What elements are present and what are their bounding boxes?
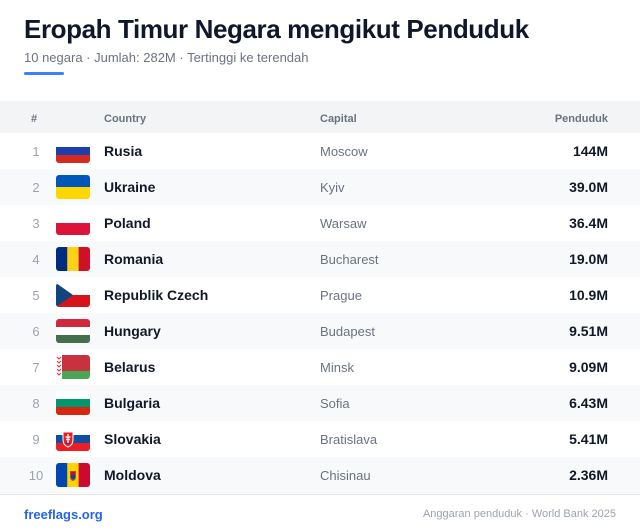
page-title: Eropah Timur Negara mengikut Penduduk	[24, 14, 529, 44]
belarus-flag-icon	[56, 355, 90, 379]
table-row[interactable]: 2 Ukraine Kyiv 39.0M	[0, 169, 640, 205]
site-link[interactable]: freeflags.org	[24, 507, 103, 522]
bulgaria-flag-icon	[56, 391, 90, 415]
row-country: Poland	[104, 215, 151, 231]
row-population: 6.43M	[569, 395, 608, 411]
row-country: Bulgaria	[104, 395, 161, 411]
row-capital: Bucharest	[320, 252, 379, 267]
column-header-country[interactable]: Country	[104, 113, 147, 125]
row-capital: Sofia	[320, 396, 350, 411]
page-header: Eropah Timur Negara mengikut Penduduk 10…	[24, 14, 624, 75]
row-country: Hungary	[104, 323, 161, 339]
table-header: # Country Capital Penduduk	[0, 101, 640, 133]
row-country: Rusia	[104, 143, 143, 159]
moldova-flag-icon	[56, 463, 90, 487]
row-rank: 3	[32, 216, 40, 231]
row-capital: Kyiv	[320, 180, 345, 195]
table-row[interactable]: 1 Rusia Moscow 144M	[0, 133, 640, 169]
row-population: 9.51M	[569, 323, 608, 339]
row-capital: Minsk	[320, 360, 354, 375]
czech-flag-icon	[56, 283, 90, 307]
row-capital: Budapest	[320, 324, 375, 339]
table-row[interactable]: 7 Belarus Minsk 9.09M	[0, 349, 640, 385]
table-row[interactable]: 10 Moldova Chisinau 2.36M	[0, 457, 640, 493]
row-rank: 8	[32, 396, 40, 411]
row-population: 39.0M	[569, 179, 608, 195]
column-header-population[interactable]: Penduduk	[554, 113, 608, 125]
row-population: 9.09M	[569, 359, 608, 375]
hungary-flag-icon	[56, 319, 90, 343]
title-accent-bar	[24, 72, 64, 75]
table-row[interactable]: 3 Poland Warsaw 36.4M	[0, 205, 640, 241]
row-population: 36.4M	[569, 215, 608, 231]
page-subtitle: 10 negara · Jumlah: 282M · Tertinggi ke …	[24, 50, 309, 65]
population-table: # Country Capital Penduduk 1 Rusia Moscow 1…	[0, 101, 640, 493]
table-row[interactable]: 9 Slovakia Bratislava 5.41M	[0, 421, 640, 457]
row-rank: 4	[32, 252, 40, 267]
row-country: Moldova	[104, 467, 161, 483]
row-population: 5.41M	[569, 431, 608, 447]
source-note: Anggaran penduduk · World Bank 2025	[422, 508, 616, 520]
row-rank: 6	[32, 324, 40, 339]
row-country: Republik Czech	[104, 287, 209, 303]
row-rank: 10	[28, 468, 44, 483]
poland-flag-icon	[56, 211, 90, 235]
table-row[interactable]: 6 Hungary Budapest 9.51M	[0, 313, 640, 349]
page-footer: freeflags.org Anggaran penduduk · World …	[0, 494, 640, 532]
romania-flag-icon	[56, 247, 90, 271]
table-row[interactable]: 4 Romania Bucharest 19.0M	[0, 241, 640, 277]
row-country: Ukraine	[104, 179, 156, 195]
row-population: 10.9M	[569, 287, 608, 303]
ukraine-flag-icon	[56, 175, 90, 199]
row-rank: 9	[32, 432, 40, 447]
row-capital: Prague	[320, 288, 362, 303]
row-country: Romania	[104, 251, 164, 267]
row-capital: Warsaw	[320, 216, 367, 231]
row-rank: 2	[32, 180, 40, 195]
row-country: Slovakia	[104, 431, 161, 447]
row-population: 2.36M	[569, 467, 608, 483]
row-rank: 7	[32, 360, 40, 375]
row-capital: Chisinau	[320, 468, 371, 483]
row-capital: Moscow	[320, 144, 368, 159]
slovakia-flag-icon	[56, 427, 90, 451]
column-header-rank[interactable]: #	[31, 113, 38, 125]
row-capital: Bratislava	[320, 432, 378, 447]
row-population: 144M	[572, 143, 608, 159]
table-row[interactable]: 8 Bulgaria Sofia 6.43M	[0, 385, 640, 421]
table-body: 1 Rusia Moscow 144M 2 Ukraine Kyiv 39.0M 3 Poland…	[0, 133, 640, 493]
column-header-capital[interactable]: Capital	[320, 113, 357, 125]
row-rank: 1	[32, 144, 40, 159]
row-rank: 5	[32, 288, 40, 303]
row-country: Belarus	[104, 359, 156, 375]
russia-flag-icon	[56, 139, 90, 163]
row-population: 19.0M	[569, 251, 608, 267]
table-row[interactable]: 5 Republik Czech Prague 10.9M	[0, 277, 640, 313]
